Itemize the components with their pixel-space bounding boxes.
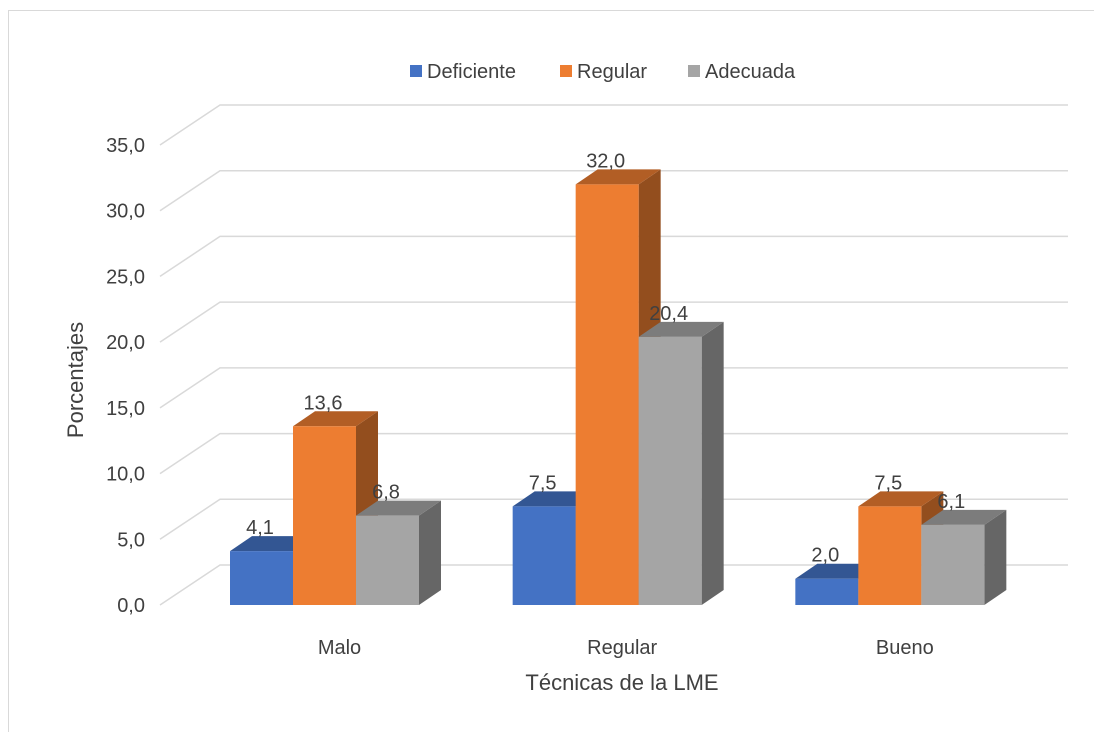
legend-swatch xyxy=(688,65,700,77)
y-tick-label: 30,0 xyxy=(106,201,145,223)
legend-item-deficiente: Deficiente xyxy=(410,61,516,83)
gridline xyxy=(159,301,1068,343)
bar-front xyxy=(638,336,702,605)
gridline xyxy=(159,498,1068,540)
bar-front xyxy=(921,524,985,605)
bars xyxy=(230,169,1007,605)
legend-item-regular: Regular xyxy=(560,61,647,83)
data-label: 20,4 xyxy=(649,303,688,325)
x-category-label: Bueno xyxy=(876,637,934,659)
bar-side xyxy=(701,321,724,605)
data-labels: 4,1 13,6 6,8 7,5 32,0 20,4 2,0 7,5 6,1 xyxy=(246,150,965,566)
bar-top xyxy=(858,491,944,507)
gridline xyxy=(159,564,1068,606)
bar-top xyxy=(638,321,724,337)
legend-swatch xyxy=(410,65,422,77)
x-category-label: Regular xyxy=(587,637,657,659)
x-axis-categories: Malo Regular Bueno xyxy=(318,637,934,659)
y-tick-label: 5,0 xyxy=(117,529,145,551)
data-label: 6,8 xyxy=(372,482,400,504)
bar-front xyxy=(512,506,576,605)
legend-item-adecuada: Adecuada xyxy=(688,61,796,83)
data-label: 4,1 xyxy=(246,517,274,539)
data-label: 7,5 xyxy=(874,472,902,494)
y-tick-label: 0,0 xyxy=(117,595,145,617)
bar-front xyxy=(858,506,922,605)
chart-frame xyxy=(8,10,1094,732)
gridlines xyxy=(159,104,1068,606)
y-tick-label: 25,0 xyxy=(106,266,145,288)
bar-front xyxy=(293,426,356,605)
gridline xyxy=(159,367,1068,409)
bar-side xyxy=(984,509,1007,605)
gridline xyxy=(159,235,1068,278)
y-tick-label: 35,0 xyxy=(106,135,145,157)
legend-label: Regular xyxy=(577,61,647,83)
y-tick-label: 10,0 xyxy=(106,464,145,486)
data-label: 7,5 xyxy=(529,472,557,494)
x-category-label: Malo xyxy=(318,637,361,659)
data-label: 6,1 xyxy=(937,491,965,513)
bar-top xyxy=(356,500,441,516)
bar-adecuada-malo xyxy=(356,500,441,605)
y-axis-title: Porcentajes xyxy=(63,322,88,438)
bar-side xyxy=(419,500,441,605)
bar-top xyxy=(293,411,378,427)
legend: Deficiente Regular Adecuada xyxy=(410,61,796,83)
data-label: 32,0 xyxy=(586,150,625,172)
y-tick-label: 15,0 xyxy=(106,398,145,420)
bar-top xyxy=(921,509,1007,525)
legend-label: Adecuada xyxy=(705,61,796,83)
y-tick-label: 20,0 xyxy=(106,332,145,354)
bar-front xyxy=(575,184,639,605)
y-axis-ticks: 0,0 5,0 10,0 15,0 20,0 25,0 30,0 35,0 xyxy=(106,135,145,617)
x-axis-title: Técnicas de la LME xyxy=(525,670,718,695)
gridline xyxy=(159,432,1068,475)
data-label: 13,6 xyxy=(304,392,343,414)
bar-top xyxy=(575,169,661,185)
bar-front xyxy=(795,578,859,605)
legend-label: Deficiente xyxy=(427,61,516,83)
bar-adecuada-bueno xyxy=(921,509,1007,605)
gridline xyxy=(159,169,1068,212)
bar-adecuada-regular xyxy=(638,321,724,605)
bar-front xyxy=(230,551,293,605)
bar-front xyxy=(356,515,419,605)
legend-swatch xyxy=(560,65,572,77)
gridline xyxy=(159,104,1068,146)
data-label: 2,0 xyxy=(811,545,839,567)
